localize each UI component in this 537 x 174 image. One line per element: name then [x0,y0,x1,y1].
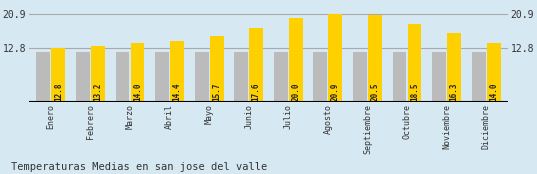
Bar [487,43,500,102]
Text: 14.0: 14.0 [489,83,498,101]
Bar [353,52,367,102]
Text: 14.0: 14.0 [133,83,142,101]
Bar [289,18,303,102]
Bar [170,41,184,102]
Text: 20.5: 20.5 [371,83,380,101]
Text: 15.7: 15.7 [212,83,221,101]
Bar [234,52,248,102]
Bar [471,52,485,102]
Bar [368,15,382,102]
Bar [432,52,446,102]
Text: 13.2: 13.2 [93,83,103,101]
Text: 16.3: 16.3 [449,83,459,101]
Text: 20.9: 20.9 [331,83,340,101]
Bar [52,48,66,102]
Text: 18.5: 18.5 [410,83,419,101]
Bar [447,33,461,102]
Bar [195,52,208,102]
Bar [37,52,50,102]
Bar [210,36,223,102]
Bar [76,52,90,102]
Bar [329,14,342,102]
Bar [393,52,407,102]
Text: 17.6: 17.6 [252,83,261,101]
Text: 14.4: 14.4 [172,83,182,101]
Bar [155,52,169,102]
Text: 12.8: 12.8 [54,83,63,101]
Bar [408,24,422,102]
Bar [91,46,105,102]
Text: Temperaturas Medias en san jose del valle: Temperaturas Medias en san jose del vall… [11,162,267,172]
Bar [115,52,129,102]
Bar [274,52,288,102]
Bar [130,43,144,102]
Bar [249,28,263,102]
Text: 20.0: 20.0 [291,83,300,101]
Bar [314,52,327,102]
